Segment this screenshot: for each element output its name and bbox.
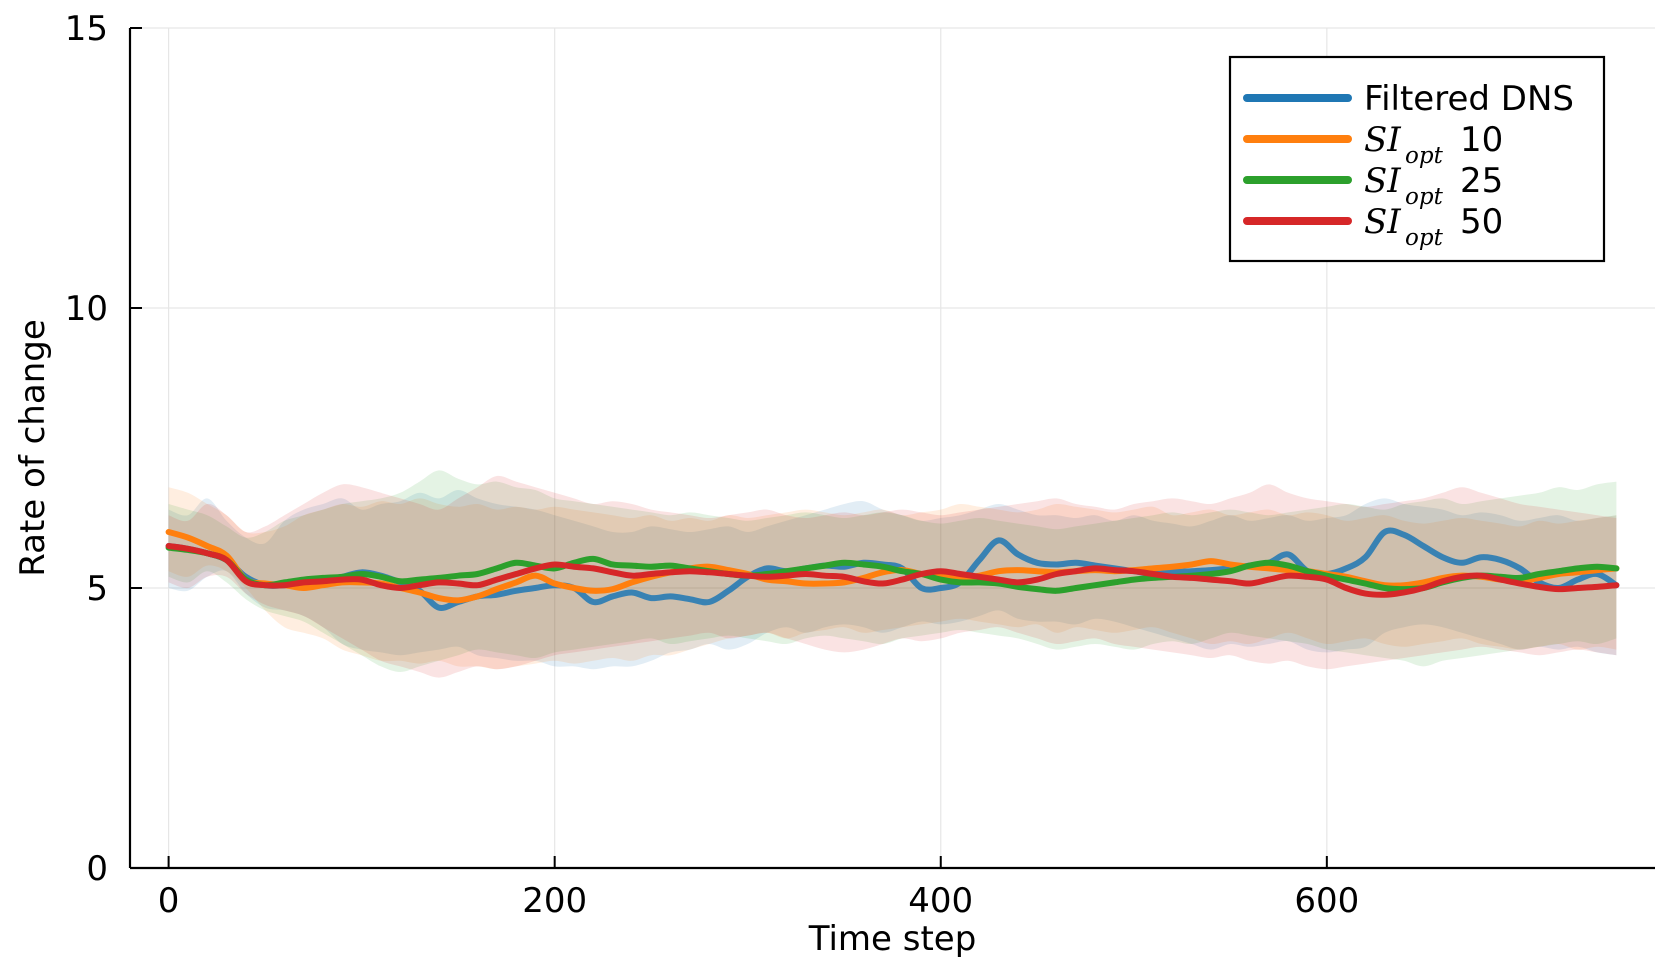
axes	[128, 27, 1655, 870]
legend-label-3: SI	[1364, 202, 1401, 242]
x-tick-label-0: 0	[158, 881, 180, 921]
legend-subscript-2: opt	[1405, 184, 1444, 210]
series-lines	[165, 527, 1620, 611]
legend-value-1: 10	[1460, 120, 1503, 160]
series-line-3	[165, 543, 1620, 598]
band-3	[168, 475, 1617, 678]
legend-value-3: 50	[1460, 202, 1503, 242]
y-tick-label-2: 10	[65, 289, 108, 329]
tick-labels: 0 200 400 600 0 5 10 15	[65, 9, 1360, 921]
legend-subscript-3: opt	[1405, 225, 1444, 251]
band-1	[168, 487, 1617, 670]
legend-box	[1228, 55, 1606, 263]
y-tick-label-0: 0	[86, 849, 108, 889]
legend-subscript-1: opt	[1405, 143, 1444, 169]
x-axis-label: Time step	[808, 919, 977, 959]
legend-label-1: SI	[1364, 120, 1401, 160]
y-tick-label-1: 5	[86, 569, 108, 609]
y-tick-label-3: 15	[65, 9, 108, 49]
legend-label-0: Filtered DNS	[1364, 79, 1574, 119]
x-tick-label-1: 200	[522, 881, 587, 921]
confidence-bands	[168, 470, 1617, 678]
series-line-2	[165, 544, 1620, 594]
x-tick-label-2: 400	[908, 881, 973, 921]
legend-label-2: SI	[1364, 161, 1401, 201]
y-axis-label: Rate of change	[13, 319, 53, 576]
legend-value-2: 25	[1460, 161, 1503, 201]
x-tick-label-3: 600	[1294, 881, 1359, 921]
